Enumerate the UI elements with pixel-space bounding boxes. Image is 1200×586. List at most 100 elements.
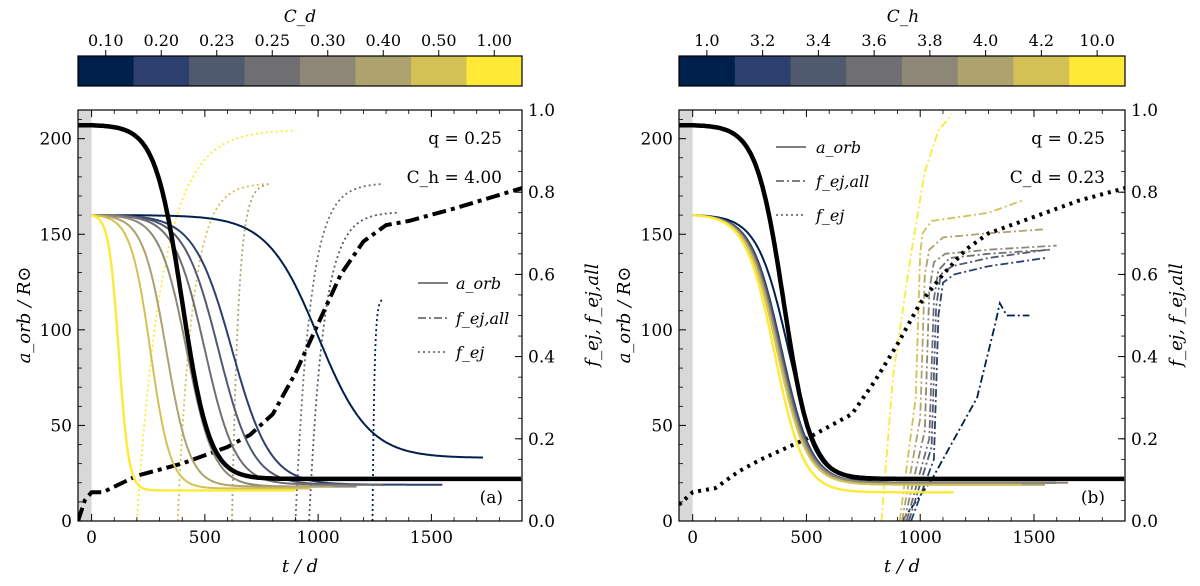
colorbar-cell [78, 56, 134, 86]
reference-aorb-line [78, 123, 522, 482]
fejall-line-1.0 [901, 300, 1030, 521]
colorbar-a-label: C_d [284, 7, 317, 27]
y-left-tick-label: 150 [40, 225, 72, 245]
y-right-tick-label: 0.6 [528, 265, 555, 285]
legend-b-text-aorb: a_orb [816, 138, 861, 157]
panel-a: C_d 0.10 0.20 0.23 0.25 0.30 0.40 0.50 1.00 0 50… [14, 7, 603, 577]
aorb-line-10.0 [692, 213, 954, 494]
shaded-region [78, 110, 92, 521]
panel-label-b: (b) [1081, 488, 1105, 508]
colorbar-cell [734, 56, 791, 86]
colorbar-cell [133, 56, 190, 86]
colorbar-tick-label: 0.23 [199, 31, 235, 50]
legend-a-text-aorb: a_orb [456, 274, 501, 293]
legend-a: a_orb f_ej,all f_ej [418, 274, 509, 362]
y-right-tick-label: 0.8 [1131, 183, 1158, 203]
x-tick-label: 1000 [296, 528, 339, 548]
y-right-tick-label: 0.4 [528, 348, 555, 368]
legend-a-text-fej: f_ej [455, 343, 484, 362]
x-tick-label: 500 [189, 528, 221, 548]
legend-a-text-fejall: f_ej,all [455, 309, 509, 328]
legend-b: a_orb f_ej,all f_ej [776, 138, 869, 225]
y-right-tick-label: 1.0 [528, 101, 555, 121]
colorbar-tick-label: 0.30 [310, 31, 346, 50]
colorbar-cell [902, 56, 959, 86]
colorbar-tick-label: 4.0 [973, 31, 998, 50]
y-left-tick-label: 0 [61, 512, 72, 532]
y-right-tick-label: 0.2 [528, 430, 555, 450]
y-left-tick-label: 0 [662, 512, 673, 532]
plot-b: 0 500 1000 1500 0 50 100 150 200 0.0 0.2 0.4 0.6 0.8 1… [614, 101, 1187, 577]
colorbar-cell [679, 56, 736, 86]
colorbar-cell [846, 56, 903, 86]
fej-line-0.10 [371, 298, 384, 521]
reference-fej-line [679, 186, 1125, 507]
aorb-line-4.2 [692, 214, 1022, 486]
y-right-tick-label: 0.4 [1131, 348, 1158, 368]
colorbar-b-label: C_h [887, 7, 919, 27]
aorb-line-0.40 [91, 214, 334, 488]
xlabel-b: t / d [884, 556, 920, 577]
colorbar-tick-label: 0.40 [365, 31, 401, 50]
colorbar-a-frame [77, 55, 523, 87]
x-tick-label: 0 [687, 528, 698, 548]
aorb-line-3.2 [692, 214, 1056, 484]
y-right-tick-label: 0.0 [1131, 512, 1158, 532]
y-left-tick-label: 200 [40, 130, 72, 150]
y-left-tick-label: 100 [40, 321, 72, 341]
reference-aorb-line [679, 123, 1125, 482]
colorbar-b: C_h 1.0 3.2 3.4 3.6 3.8 4.0 4.2 10.0 [678, 7, 1126, 87]
colorbar-tick-label: 0.50 [421, 31, 457, 50]
colorbar-a: C_d 0.10 0.20 0.23 0.25 0.30 0.40 0.50 1.00 [77, 7, 523, 87]
colorbar-cell [466, 56, 523, 86]
plot-a: 0 500 1000 1500 0 50 100 150 200 0.0 0.2 0.4 0.6 0.8 1… [14, 101, 603, 577]
colorbar-tick-label: 10.0 [1079, 31, 1115, 50]
colorbar-cell [411, 56, 467, 86]
fejall-line-10.0 [880, 113, 953, 521]
x-tick-label: 1500 [410, 528, 453, 548]
fej-line-0.23 [308, 211, 397, 521]
ylabel-right-b: f_ej, f_ej,all [1166, 263, 1187, 368]
xlabel-a: t / d [282, 556, 318, 577]
reference-fejall-line [78, 186, 522, 521]
colorbar-cell [244, 56, 301, 86]
y-right-tick-label: 0.8 [528, 183, 555, 203]
ylabel-left-b: a_orb / R⊙ [614, 267, 635, 364]
colorbar-tick-label: 3.4 [806, 31, 831, 50]
colorbar-cell [355, 56, 412, 86]
fejall-line-3.8 [903, 244, 1057, 521]
colorbar-tick-label: 4.2 [1029, 31, 1054, 50]
x-tick-label: 1000 [899, 528, 942, 548]
aorb-line-1.00 [91, 213, 296, 492]
y-left-tick-label: 200 [641, 130, 673, 150]
annotation-b-cd: C_d = 0.23 [1010, 168, 1105, 188]
y-right-tick-label: 1.0 [1131, 101, 1158, 121]
colorbar-tick-label: 0.20 [143, 31, 179, 50]
annotation-a-ch: C_h = 4.00 [407, 168, 502, 188]
y-right-tick-label: 0.2 [1131, 430, 1158, 450]
panel-label-a: (a) [480, 488, 503, 508]
y-left-tick-label: 150 [641, 225, 673, 245]
colorbar-b-frame [678, 55, 1126, 87]
colorbar-cell [957, 56, 1014, 86]
y-left-tick-label: 50 [50, 416, 72, 436]
aorb-line-3.4 [692, 214, 1056, 484]
x-tick-label: 500 [790, 528, 822, 548]
fejall-line-3.2 [910, 257, 1046, 521]
aorb-line-0.23 [91, 214, 386, 486]
x-tick-label: 1500 [1012, 528, 1055, 548]
fejall-line-3.6 [905, 248, 1050, 521]
colorbar-tick-label: 3.8 [917, 31, 942, 50]
colorbar-tick-label: 3.2 [750, 31, 775, 50]
fej-line-0.40 [231, 183, 271, 521]
aorb-line-0.25 [91, 214, 382, 486]
aorb-line-3.6 [692, 214, 1056, 484]
shaded-region [679, 110, 693, 521]
fejall-line-4.2 [898, 199, 1023, 521]
aorb-line-0.30 [91, 214, 357, 488]
colorbar-cell [790, 56, 847, 86]
ylabel-right-a: f_ej, f_ej,all [582, 263, 603, 368]
aorb-line-1.0 [692, 214, 1056, 484]
annotation-b-q: q = 0.25 [1031, 129, 1105, 149]
